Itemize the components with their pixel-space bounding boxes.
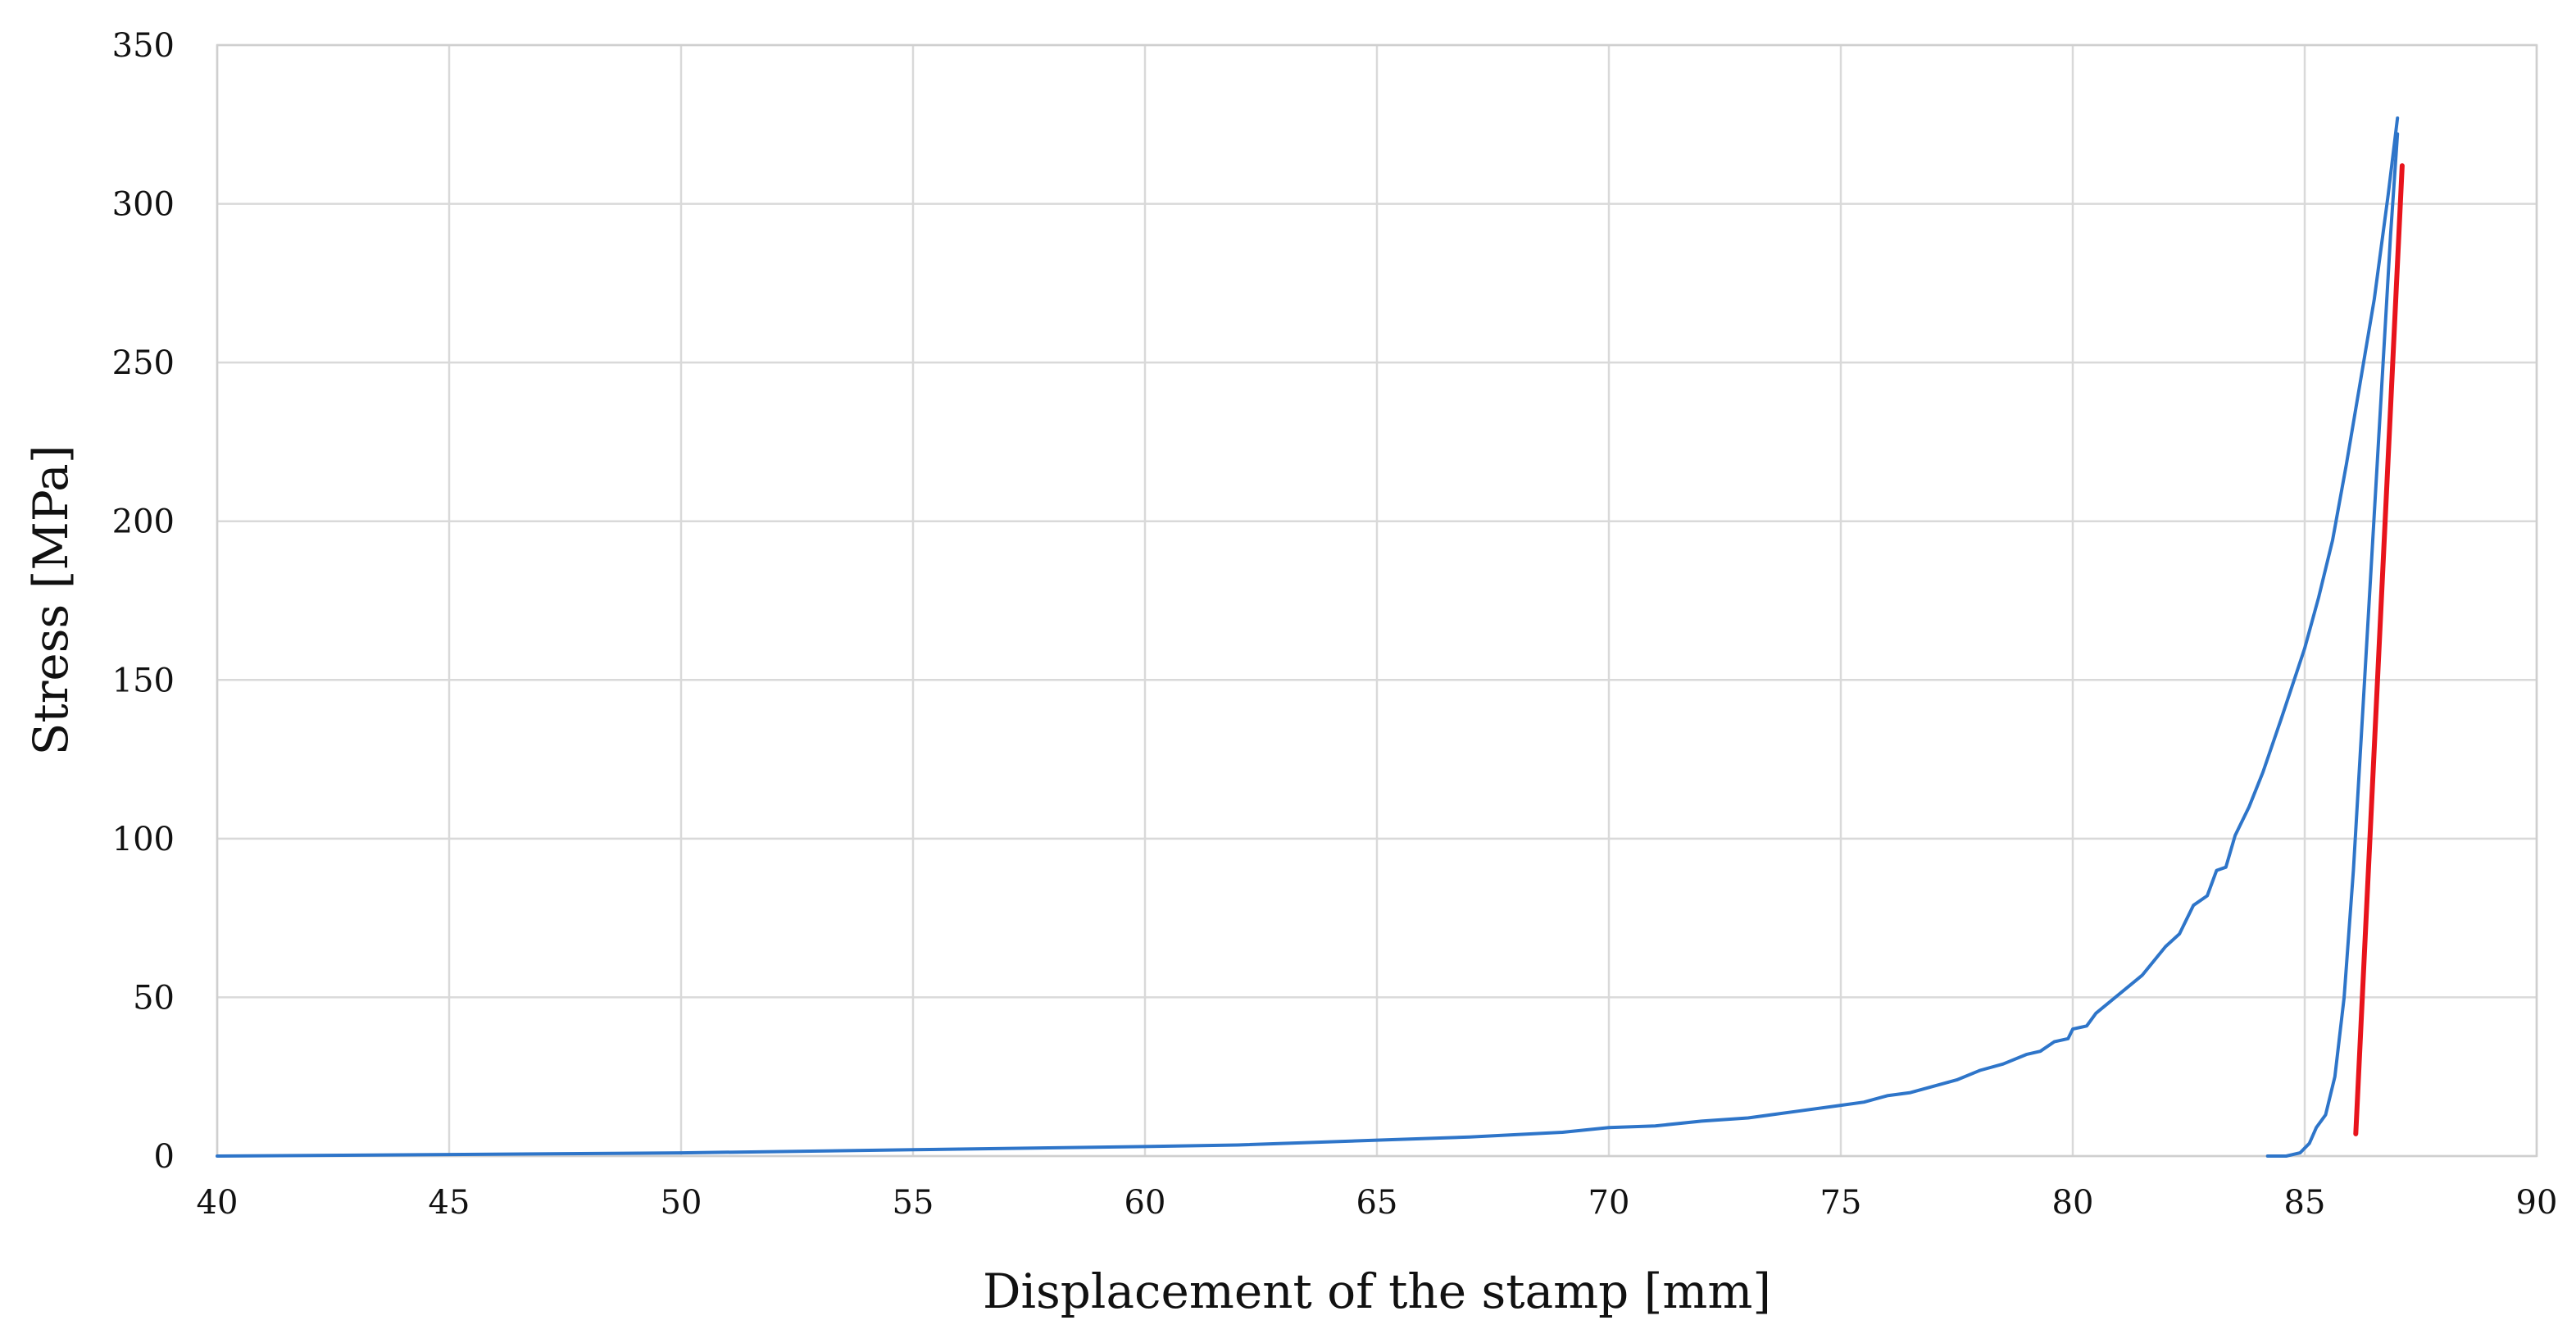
data-series [216, 116, 2405, 1158]
x-tick-label: 85 [2284, 1184, 2326, 1222]
y-tick-label: 50 [133, 979, 175, 1017]
x-tick-label: 65 [1356, 1184, 1398, 1222]
plot-frame [216, 43, 2538, 1158]
x-tick-label: 60 [1124, 1184, 1166, 1222]
y-tick-label: 200 [112, 503, 175, 541]
x-axis-tick-labels: 40 45 50 55 60 65 70 75 80 85 90 [197, 1184, 2558, 1222]
x-tick-label: 75 [1820, 1184, 1862, 1222]
x-tick-label: 80 [2052, 1184, 2094, 1222]
x-tick-label: 70 [1588, 1184, 1630, 1222]
y-tick-label: 0 [154, 1138, 175, 1176]
x-tick-label: 40 [197, 1184, 239, 1222]
x-tick-label: 45 [429, 1184, 470, 1222]
y-tick-label: 300 [112, 186, 175, 224]
series-line-1 [216, 116, 2400, 1158]
x-tick-label: 55 [893, 1184, 934, 1222]
x-tick-label: 90 [2516, 1184, 2558, 1222]
grid-lines [216, 43, 2538, 1158]
x-tick-label: 50 [661, 1184, 702, 1222]
y-tick-label: 150 [112, 662, 175, 699]
x-axis-title: Displacement of the stamp [mm] [983, 1263, 1771, 1319]
y-tick-label: 350 [112, 27, 175, 65]
y-tick-label: 100 [112, 821, 175, 858]
series-line-2 [2265, 132, 2400, 1158]
y-axis-title: Stress [MPa] [23, 445, 79, 756]
series-line-3 [2353, 163, 2405, 1136]
y-axis-tick-labels: 0 50 100 150 200 250 300 350 [112, 27, 175, 1176]
y-tick-label: 250 [112, 344, 175, 382]
